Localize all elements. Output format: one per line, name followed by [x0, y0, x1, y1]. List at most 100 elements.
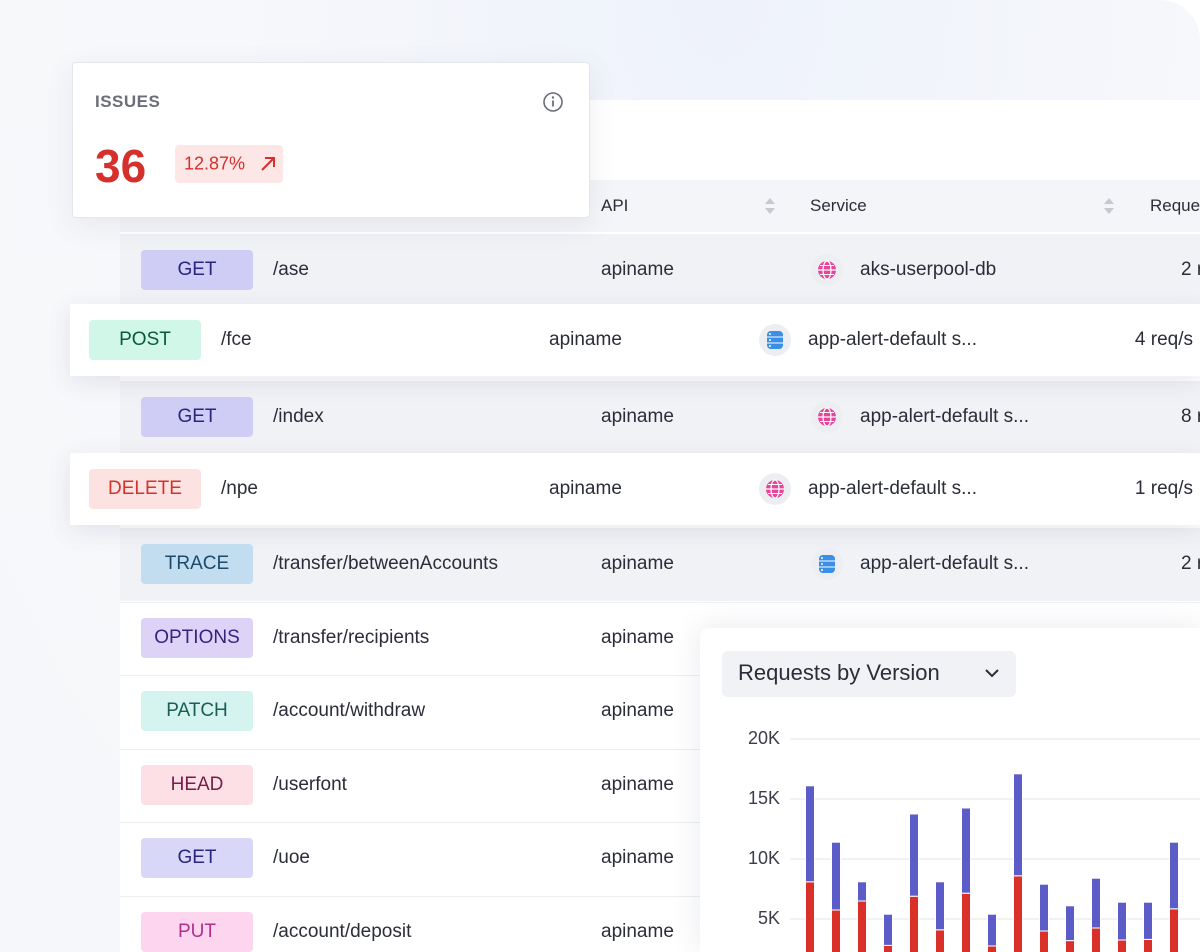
endpoint-path: /account/deposit — [273, 921, 412, 942]
endpoint-path: /fce — [221, 329, 252, 350]
endpoint-path: /account/withdraw — [273, 700, 426, 721]
y-tick-label: 20K — [748, 728, 780, 748]
bar-segment — [1013, 773, 1023, 877]
change-badge: 12.87% — [175, 145, 283, 183]
endpoint-path: /npe — [221, 478, 258, 499]
column-header[interactable]: Service — [810, 196, 867, 215]
bar-segment — [1039, 883, 1049, 932]
y-tick-label: 5K — [758, 908, 780, 928]
dropdown[interactable] — [722, 651, 1016, 697]
issue-count: 36 — [95, 140, 147, 192]
api-name: apiname — [601, 847, 674, 868]
request-rate: 1 req/s — [1134, 478, 1193, 499]
table-row[interactable] — [120, 234, 1200, 307]
bar-segment — [1143, 901, 1153, 940]
bar-segment — [1065, 940, 1075, 952]
endpoint-path: /transfer/recipients — [273, 627, 430, 648]
method-badge: GET — [141, 250, 253, 290]
bar-segment — [961, 807, 971, 894]
bar-segment — [805, 785, 815, 883]
bar-segment — [883, 944, 893, 952]
api-name: apiname — [601, 259, 674, 280]
bar-segment — [1091, 927, 1101, 952]
method-badge: PATCH — [141, 691, 253, 731]
endpoint-path: /index — [273, 406, 324, 427]
bar-segment — [883, 913, 893, 946]
bar-segment — [1143, 938, 1153, 952]
method-badge: OPTIONS — [141, 618, 253, 658]
service-name: app-alert-default s... — [860, 406, 1029, 427]
sort-icon[interactable] — [764, 197, 776, 215]
column-header[interactable]: API — [601, 196, 629, 215]
endpoint-path: /ase — [273, 259, 309, 280]
request-rate: 2 req/s — [1181, 553, 1200, 574]
chart-panel: Requests by Version 5K 10K 15K 20K — [700, 628, 1200, 952]
y-tick-label: 15K — [748, 788, 780, 808]
service-icon — [759, 473, 791, 505]
service-name: aks-userpool-db — [860, 259, 997, 280]
arrow-icon — [261, 157, 275, 171]
method-badge: TRACE — [141, 544, 253, 584]
bar-segment — [857, 881, 867, 902]
bar-segment — [1169, 908, 1179, 952]
request-rate: 8 req/s — [1181, 406, 1200, 427]
method-badge: POST — [89, 320, 201, 360]
bar-segment — [961, 892, 971, 952]
bar-segment — [909, 813, 919, 897]
bar-segment — [935, 929, 945, 952]
issues-card: ISSUES 36 12.87% — [72, 62, 590, 218]
endpoint-path: /userfont — [273, 774, 347, 795]
y-tick-label: 10K — [748, 848, 780, 868]
table-row[interactable] — [120, 528, 1200, 601]
bar-segment — [831, 841, 841, 911]
endpoint-path: /transfer/betweenAccounts — [273, 553, 498, 574]
chart-title[interactable]: Requests by Version — [738, 660, 940, 685]
table-row[interactable] — [70, 453, 1200, 525]
method-badge: GET — [141, 838, 253, 878]
bar-segment — [935, 881, 945, 931]
endpoint-path: /uoe — [273, 847, 310, 868]
chart: Requests by Version 5K 10K 15K 20K — [722, 651, 1200, 952]
bar-segment — [857, 900, 867, 952]
request-rate: 4 req/s — [1134, 329, 1193, 350]
info-icon[interactable] — [542, 91, 564, 113]
bar-segment — [1039, 930, 1049, 952]
method-badge: HEAD — [141, 765, 253, 805]
column-header[interactable]: Requests — [1150, 196, 1200, 215]
method-badge: GET — [141, 397, 253, 437]
card-title: ISSUES — [95, 92, 161, 111]
api-name: apiname — [601, 921, 674, 942]
api-name: apiname — [601, 627, 674, 648]
bar-segment — [1169, 841, 1179, 910]
service-icon — [811, 401, 843, 433]
api-name: apiname — [601, 406, 674, 427]
service-icon — [811, 548, 843, 580]
bar-segment — [1117, 901, 1127, 941]
sort-icon[interactable] — [1103, 197, 1115, 215]
service-icon — [811, 254, 843, 286]
service-name: app-alert-default s... — [860, 553, 1029, 574]
bar-segment — [1013, 875, 1023, 952]
service-name: app-alert-default s... — [808, 478, 977, 499]
service-icon — [759, 324, 791, 356]
api-name: apiname — [601, 700, 674, 721]
change-value: 12.87% — [184, 153, 246, 174]
chevron-icon[interactable] — [985, 669, 999, 678]
bar-segment — [805, 881, 815, 952]
table-row[interactable] — [70, 304, 1200, 376]
bar-segment — [987, 945, 997, 952]
table-row[interactable] — [120, 381, 1200, 454]
bar-segment — [1065, 905, 1075, 942]
bar-segment — [909, 895, 919, 952]
api-name: apiname — [601, 553, 674, 574]
bar-segment — [1091, 877, 1101, 929]
bar-segment — [831, 909, 841, 952]
method-badge: PUT — [141, 912, 253, 952]
bar-segment — [1117, 939, 1127, 952]
request-rate: 2 req/s — [1181, 259, 1200, 280]
bar-segment — [987, 913, 997, 947]
method-badge: DELETE — [89, 469, 201, 509]
api-name: apiname — [549, 329, 622, 350]
api-name: apiname — [549, 478, 622, 499]
